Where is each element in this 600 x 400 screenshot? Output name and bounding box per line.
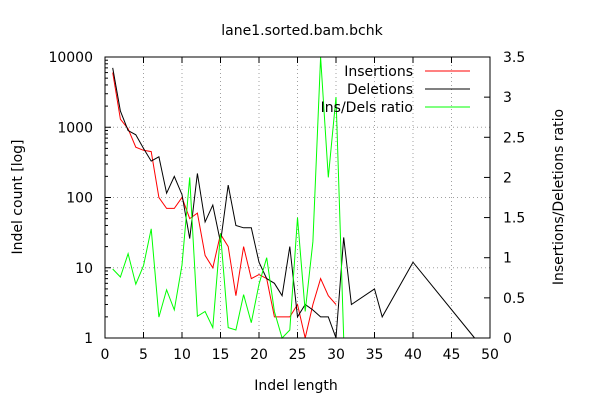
series-lines bbox=[112, 56, 475, 339]
y2-tick-label: 0.5 bbox=[503, 291, 525, 307]
legend-label: Ins/Dels ratio bbox=[321, 100, 413, 116]
legend-label: Insertions bbox=[344, 64, 413, 80]
x-axis-ticks: 0 5 10 15 20 25 30 35 40 45 50 bbox=[101, 57, 499, 363]
x-tick-label: 10 bbox=[173, 347, 191, 363]
x-tick-label: 30 bbox=[327, 347, 345, 363]
chart-title: lane1.sorted.bam.bchk bbox=[221, 23, 383, 39]
y2-tick-label: 0 bbox=[503, 331, 512, 347]
y-tick-label: 100 bbox=[66, 191, 93, 207]
y2-tick-label: 2.5 bbox=[503, 130, 525, 146]
x-tick-label: 25 bbox=[289, 347, 307, 363]
y2-tick-label: 1 bbox=[503, 251, 512, 267]
legend-label: Deletions bbox=[347, 82, 413, 98]
series-line-insertions bbox=[112, 72, 337, 339]
grid-lines bbox=[105, 57, 490, 338]
y2-axis-ticks: 0 0.5 1 1.5 2 2.5 3 3.5 bbox=[484, 50, 525, 347]
y2-axis-label: Insertions/Deletions ratio bbox=[551, 109, 567, 285]
y2-tick-label: 2 bbox=[503, 170, 512, 186]
x-tick-label: 50 bbox=[481, 347, 499, 363]
x-tick-label: 40 bbox=[404, 347, 422, 363]
x-tick-label: 35 bbox=[366, 347, 384, 363]
x-axis-label: Indel length bbox=[254, 378, 337, 394]
y-tick-label: 10 bbox=[75, 261, 93, 277]
x-tick-label: 45 bbox=[443, 347, 461, 363]
y2-tick-label: 3 bbox=[503, 90, 512, 106]
x-tick-label: 20 bbox=[250, 347, 268, 363]
y2-tick-label: 1.5 bbox=[503, 211, 525, 227]
y-tick-label: 10000 bbox=[48, 50, 93, 66]
x-tick-label: 5 bbox=[139, 347, 148, 363]
y-tick-label: 1000 bbox=[57, 120, 93, 136]
series-line-deletions bbox=[112, 67, 475, 339]
legend: Insertions Deletions Ins/Dels ratio bbox=[321, 64, 470, 116]
y-tick-label: 1 bbox=[84, 331, 93, 347]
y2-tick-label: 3.5 bbox=[503, 50, 525, 66]
x-tick-label: 15 bbox=[212, 347, 230, 363]
x-tick-label: 0 bbox=[101, 347, 110, 363]
y-axis-label: Indel count [log] bbox=[10, 139, 26, 254]
y-axis-ticks: 1 10 100 1000 10000 bbox=[48, 50, 111, 347]
series-line-ins-dels-ratio bbox=[112, 56, 345, 339]
